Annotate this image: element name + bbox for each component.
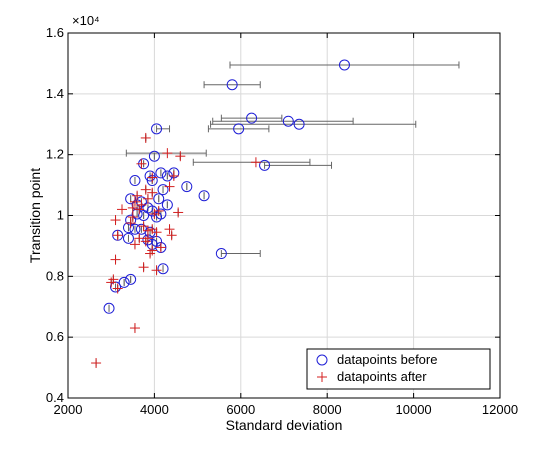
point-after bbox=[162, 148, 173, 159]
y-tick-label: 1 bbox=[57, 208, 64, 223]
x-tick-label: 10000 bbox=[396, 402, 432, 417]
y-tick-label: 0.8 bbox=[46, 268, 64, 283]
point-after bbox=[250, 157, 261, 168]
point-after bbox=[112, 283, 123, 294]
point-after bbox=[168, 170, 179, 181]
point-before bbox=[259, 159, 271, 171]
point-after bbox=[110, 215, 121, 226]
point-after bbox=[173, 207, 184, 218]
legend-circle bbox=[316, 354, 328, 366]
point-after bbox=[134, 204, 145, 215]
point-after bbox=[151, 265, 162, 276]
point-after bbox=[127, 212, 138, 223]
point-before bbox=[161, 199, 173, 211]
point-before bbox=[246, 112, 258, 124]
point-after bbox=[129, 323, 140, 334]
x-tick-label: 12000 bbox=[482, 402, 518, 417]
point-after bbox=[129, 196, 140, 207]
point-after bbox=[145, 248, 156, 259]
point-after bbox=[151, 227, 162, 238]
point-after bbox=[110, 254, 121, 265]
x-tick-label: 4000 bbox=[140, 402, 169, 417]
point-before bbox=[157, 184, 169, 196]
point-after bbox=[136, 199, 147, 210]
y-axis-label: Transition point bbox=[27, 168, 43, 263]
point-after bbox=[112, 230, 123, 241]
point-after bbox=[136, 158, 147, 169]
point-before bbox=[153, 193, 165, 205]
point-before bbox=[233, 123, 245, 135]
x-tick-label: 2000 bbox=[54, 402, 83, 417]
point-before bbox=[125, 273, 137, 285]
point-before bbox=[198, 190, 210, 202]
point-before bbox=[129, 223, 141, 235]
point-after bbox=[125, 218, 136, 229]
point-after bbox=[127, 202, 138, 213]
point-after bbox=[142, 193, 153, 204]
point-after bbox=[117, 204, 127, 215]
legend-label-after: datapoints after bbox=[337, 369, 427, 384]
y-tick-label: 1.4 bbox=[46, 86, 64, 101]
data-markers bbox=[91, 59, 350, 369]
legend-plus bbox=[317, 372, 327, 382]
point-after bbox=[164, 224, 175, 235]
legend-label-before: datapoints before bbox=[337, 352, 437, 367]
point-before bbox=[103, 302, 115, 314]
point-before bbox=[118, 276, 130, 288]
point-before bbox=[226, 79, 238, 91]
point-after bbox=[147, 187, 158, 198]
y-tick-label: 1.2 bbox=[46, 147, 64, 162]
point-before bbox=[151, 211, 163, 223]
point-before bbox=[282, 115, 294, 127]
axis-ticks: 2000 4000 6000 8000 10000 12000 0.4 0.6 0.8 1 1.2 1… bbox=[46, 25, 518, 417]
legend: datapoints before datapoints after bbox=[306, 348, 491, 390]
point-before bbox=[293, 118, 305, 130]
y-tick-label: 1.6 bbox=[46, 25, 64, 40]
x-axis-label: Standard deviation bbox=[226, 417, 343, 433]
point-after bbox=[138, 262, 149, 273]
point-before bbox=[215, 248, 227, 260]
legend-circle-marker bbox=[316, 354, 328, 366]
legend-box bbox=[306, 348, 491, 390]
point-before bbox=[338, 59, 350, 71]
x-tick-label: 6000 bbox=[226, 402, 255, 417]
y-tick-label: 0.6 bbox=[46, 329, 64, 344]
point-after bbox=[140, 184, 151, 195]
point-after bbox=[140, 132, 151, 143]
x-tick-label: 8000 bbox=[313, 402, 342, 417]
point-after bbox=[155, 242, 166, 253]
point-after bbox=[147, 172, 158, 183]
point-before bbox=[155, 167, 167, 179]
point-after bbox=[129, 239, 140, 250]
y-axis-multiplier: ×10⁴ bbox=[72, 13, 100, 28]
point-before bbox=[157, 263, 169, 275]
point-before bbox=[125, 193, 137, 205]
point-after bbox=[140, 236, 151, 247]
point-after bbox=[164, 181, 175, 192]
point-after bbox=[175, 151, 186, 162]
y-tick-label: 0.4 bbox=[46, 390, 64, 405]
point-after bbox=[166, 230, 177, 241]
point-after bbox=[149, 208, 160, 219]
point-after bbox=[138, 221, 149, 232]
point-after bbox=[91, 358, 102, 369]
point-before bbox=[129, 175, 141, 187]
legend-plus-marker bbox=[317, 372, 327, 382]
point-before bbox=[122, 232, 134, 244]
point-before bbox=[181, 181, 193, 193]
point-before bbox=[148, 150, 160, 162]
point-before bbox=[151, 123, 163, 135]
point-after bbox=[134, 233, 145, 244]
point-before bbox=[138, 210, 150, 221]
point-after bbox=[106, 277, 117, 288]
point-after bbox=[132, 190, 143, 201]
